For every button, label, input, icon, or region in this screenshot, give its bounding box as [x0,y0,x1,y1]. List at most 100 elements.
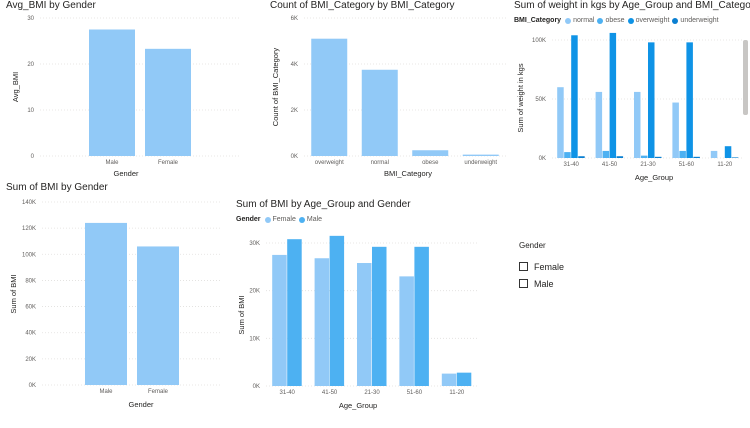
y-axis-label: Count of BMI_Category [271,48,280,127]
y-tick-label: 30K [249,241,260,247]
x-tick-label: 41-50 [602,162,618,168]
slicer-item-label: Female [534,261,565,272]
slicer-item-female[interactable]: Female [519,258,639,275]
bar-underweight[interactable] [462,154,499,156]
slicer-item-male[interactable]: Male [519,275,639,292]
bar-normal-11-20[interactable] [710,150,718,158]
x-axis-label: Age_Group [339,401,377,410]
y-tick-label: 0K [253,384,260,390]
bar-normal-41-50[interactable] [595,91,603,158]
y-tick-label: 30 [27,16,34,22]
checkbox-female[interactable] [519,262,528,271]
legend-item-underweight[interactable]: underweight [672,17,719,24]
bar-overweight-41-50[interactable] [609,32,617,158]
bar-underweight-21-30[interactable] [655,156,662,158]
bar-male-41-50[interactable] [329,235,345,386]
bar-normal-21-30[interactable] [634,91,641,158]
x-axis-label: BMI_Category [384,169,432,178]
bar-obese[interactable] [412,150,449,156]
bar-female-21-30[interactable] [357,263,372,386]
y-tick-label: 50K [535,97,546,103]
x-tick-label: 31-40 [564,162,580,168]
chart-title: Sum of BMI by Age_Group and Gender [236,199,411,210]
y-axis-label: Avg_BMI [11,72,20,102]
y-tick-label: 120K [22,226,36,232]
legend-item-female[interactable]: Female [264,216,296,223]
bar-male-31-40[interactable] [287,239,302,386]
chart-legend: BMI_Category normal obese overweight und… [514,17,722,24]
bar-underweight-51-60[interactable] [693,156,700,158]
slicer-title: Gender [519,241,546,250]
y-tick-label: 0K [539,156,546,162]
legend-item-male[interactable]: Male [298,216,322,223]
y-tick-label: 4K [291,62,298,68]
sum-bmi-by-age-group-gender-chart[interactable]: Sum of BMI by Age_Group and Gender Gende… [236,199,486,414]
x-tick-label: 11-20 [717,162,733,168]
legend-item-obese[interactable]: obese [597,17,625,24]
bar-normal-31-40[interactable] [557,87,564,158]
bar-female-11-20[interactable] [441,373,457,386]
y-tick-label: 80K [25,278,36,284]
y-tick-label: 100K [532,38,546,44]
legend-title: BMI_Category [514,17,562,24]
sum-bmi-by-gender-chart[interactable]: Sum of BMI by Gender [6,182,231,412]
bar-overweight-11-20[interactable] [724,146,732,158]
y-axis-label: Sum of BMI [237,295,246,334]
bar-female-31-40[interactable] [272,254,287,386]
weight-by-age-group-category-chart[interactable]: Sum of weight in kgs by Age_Group and BM… [514,0,750,180]
bar-female[interactable] [137,246,179,385]
bar-overweight-31-40[interactable] [571,35,578,158]
avg-bmi-by-gender-plot: 0 10 20 30 Male Female Gender Avg_BMI [11,16,240,178]
x-axis-label: Age_Group [635,173,673,182]
checkbox-male[interactable] [519,279,528,288]
legend-item-overweight[interactable]: overweight [627,17,669,24]
slicer-item-label: Male [534,278,554,289]
bar-obese-31-40[interactable] [564,152,571,158]
y-tick-label: 0 [31,154,35,160]
bar-male[interactable] [85,222,127,385]
bar-overweight[interactable] [311,38,348,157]
x-tick-label: 11-20 [449,390,465,396]
x-tick-label: 41-50 [322,390,338,396]
y-tick-label: 20K [249,289,260,295]
bar-obese-51-60[interactable] [679,150,686,158]
y-tick-label: 40K [25,331,36,337]
bar-obese-21-30[interactable] [641,155,648,158]
x-tick-label: normal [371,160,389,166]
x-tick-label: overweight [315,160,344,166]
chart-title: Count of BMI_Category by BMI_Category [270,0,455,11]
bar-underweight-11-20[interactable] [731,157,739,158]
x-tick-label: Male [105,160,119,166]
avg-bmi-by-gender-chart[interactable]: Avg_BMI by Gender [6,0,246,180]
bar-male-51-60[interactable] [414,246,429,386]
y-tick-label: 0K [29,383,36,389]
x-tick-label: Male [99,389,113,395]
sum-bmi-by-gender-plot: 0K 20K 40K 60K 80K 100K 120K 140K Male Female Gend… [9,200,222,409]
weight-by-age-group-plot: 0K 50K 100K 31-40 41-50 21-30 51-60 11-20 Age_Gr… [516,32,744,182]
gender-slicer: Gender Female Male [519,241,639,292]
bar-female[interactable] [145,48,191,156]
bar-overweight-21-30[interactable] [648,42,655,158]
y-tick-label: 20K [25,357,36,363]
legend-item-normal[interactable]: normal [565,17,594,24]
x-tick-label: 51-60 [407,390,423,396]
bar-female-41-50[interactable] [314,258,330,386]
bar-underweight-41-50[interactable] [616,156,624,158]
bar-male-11-20[interactable] [456,372,472,386]
bar-normal-51-60[interactable] [672,102,679,158]
bar-normal[interactable] [361,69,398,156]
count-bmi-category-plot: 0K 2K 4K 6K overweight normal obese underweight… [271,16,506,178]
bar-underweight-31-40[interactable] [578,156,585,158]
bar-female-51-60[interactable] [399,276,414,386]
y-tick-label: 10 [27,108,34,114]
bar-male[interactable] [89,29,135,157]
count-bmi-category-chart[interactable]: Count of BMI_Category by BMI_Category [270,0,510,180]
bar-obese-41-50[interactable] [602,150,610,158]
bar-male-21-30[interactable] [372,246,387,386]
y-tick-label: 6K [291,16,298,22]
x-tick-label: 51-60 [679,162,695,168]
chart-title: Sum of weight in kgs by Age_Group and BM… [514,0,750,11]
bar-overweight-51-60[interactable] [686,42,693,158]
chart-scrollbar[interactable] [743,40,748,115]
x-tick-label: Female [148,389,169,395]
